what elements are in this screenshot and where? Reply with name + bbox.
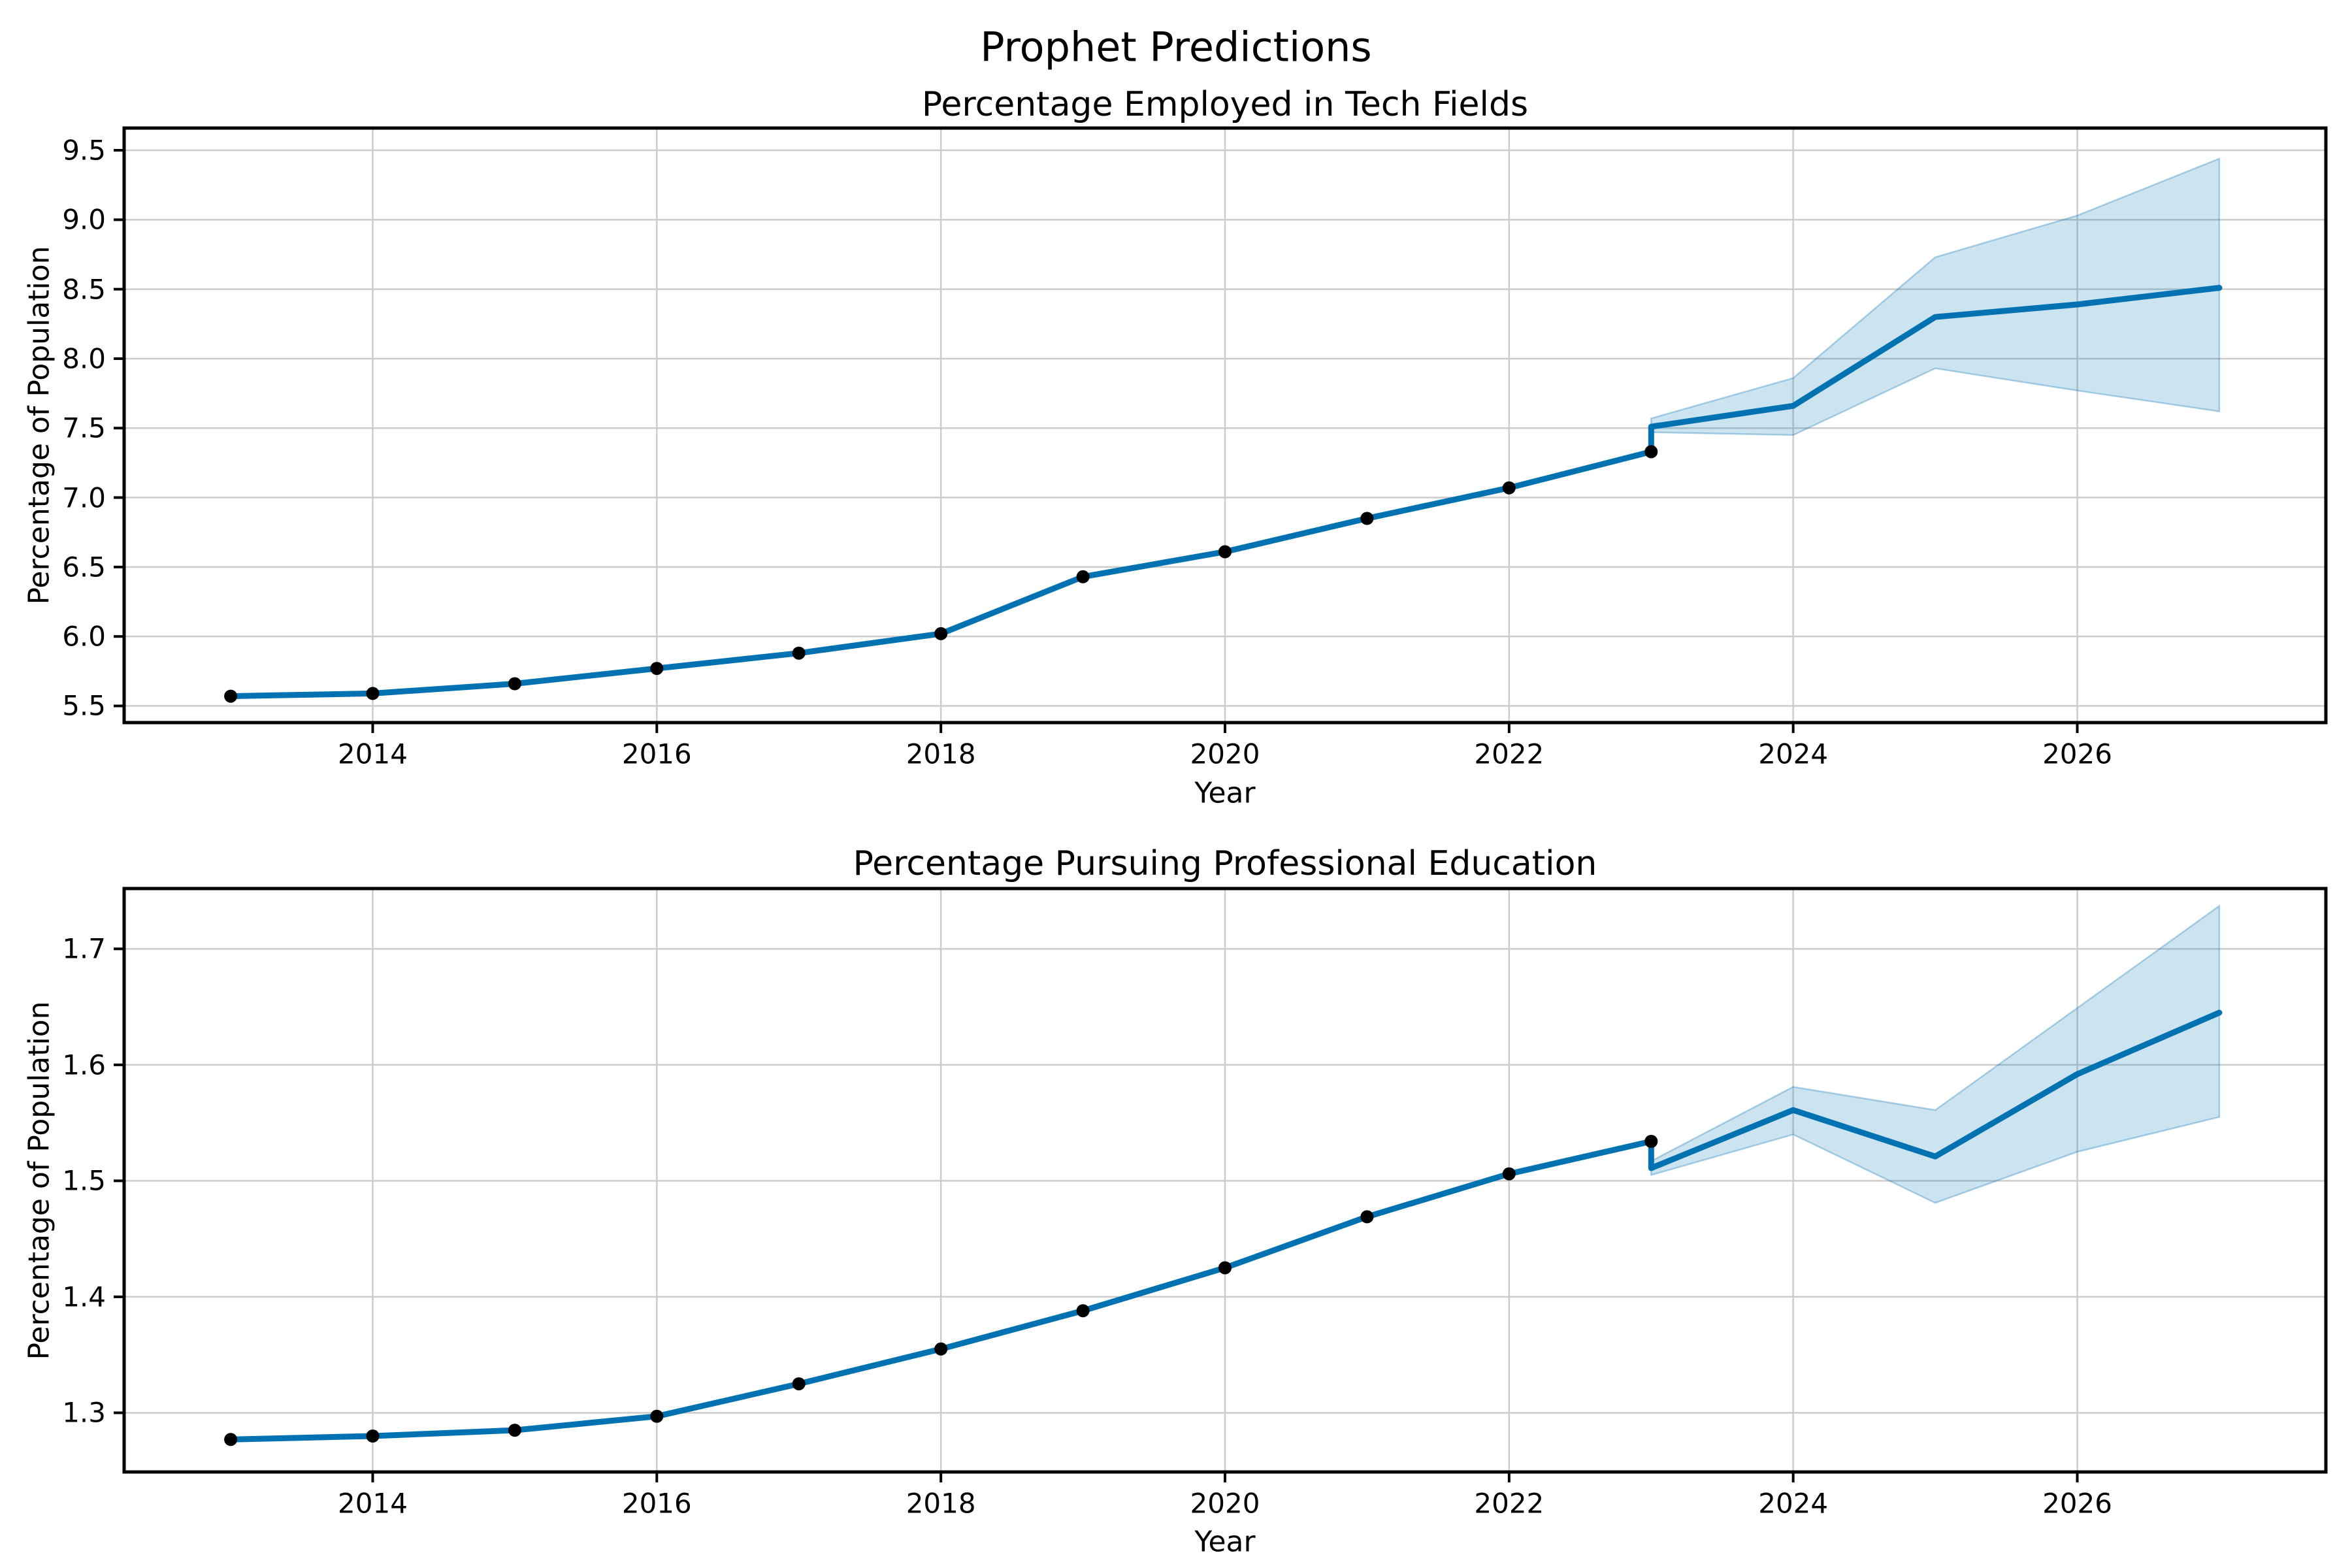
y-tick-label: 9.0	[62, 203, 106, 236]
subplot-2-x-axis-label: Year	[1194, 1525, 1256, 1559]
observed-point	[1218, 1261, 1232, 1275]
y-tick-label: 9.5	[62, 134, 106, 167]
forecast-uncertainty-band	[1650, 904, 2221, 1204]
x-tick-label: 2018	[906, 1487, 976, 1520]
observed-point	[1644, 1135, 1658, 1148]
observed-point	[1502, 1167, 1516, 1181]
observed-point	[224, 689, 238, 703]
subplot-2-y-axis-label: Percentage of Population	[22, 1001, 56, 1360]
y-tick-label: 1.7	[62, 932, 106, 965]
observed-point	[366, 687, 380, 700]
observed-point	[1360, 512, 1374, 525]
y-tick-label: 8.0	[62, 342, 106, 375]
observed-point	[508, 1424, 521, 1437]
x-tick-label: 2016	[621, 1487, 692, 1520]
observed-point	[366, 1429, 380, 1443]
forecast-line	[227, 1009, 2223, 1443]
x-tick-label: 2026	[2042, 738, 2112, 770]
observed-point	[508, 677, 521, 691]
observed-point	[934, 627, 948, 640]
observed-point	[792, 646, 806, 660]
observed-point	[1502, 481, 1516, 495]
subplot-1-x-axis-label: Year	[1194, 776, 1256, 810]
subplot-2	[114, 887, 2328, 1482]
x-tick-label: 2014	[338, 1487, 408, 1520]
y-tick-label: 7.5	[62, 412, 106, 444]
x-tick-label: 2020	[1190, 738, 1260, 770]
y-tick-label: 5.5	[62, 689, 106, 722]
observed-point	[934, 1342, 948, 1356]
observed-point	[1076, 570, 1090, 583]
forecast-line	[227, 285, 2223, 700]
figure-suptitle: Prophet Predictions	[980, 23, 1372, 71]
observed-point	[650, 1409, 664, 1423]
observed-point	[792, 1377, 806, 1391]
forecast-uncertainty-band	[1650, 157, 2221, 436]
y-tick-label: 7.0	[62, 482, 106, 514]
x-tick-label: 2024	[1758, 1487, 1829, 1520]
observed-point	[1076, 1304, 1090, 1318]
observed-point	[1218, 545, 1232, 559]
subplot-2-title: Percentage Pursuing Professional Educati…	[853, 844, 1597, 883]
y-tick-label: 1.6	[62, 1049, 106, 1081]
y-tick-label: 1.5	[62, 1164, 106, 1197]
x-tick-label: 2018	[906, 738, 976, 770]
observed-point	[1360, 1210, 1374, 1224]
x-tick-label: 2016	[621, 738, 692, 770]
x-tick-label: 2022	[1474, 1487, 1544, 1520]
subplot-1-y-axis-label: Percentage of Population	[22, 246, 56, 605]
y-tick-label: 6.0	[62, 620, 106, 653]
observed-point	[224, 1433, 238, 1446]
subplot-1	[114, 126, 2328, 733]
y-tick-label: 8.5	[62, 273, 106, 306]
x-tick-label: 2026	[2042, 1487, 2112, 1520]
observed-point	[1644, 445, 1658, 459]
x-tick-label: 2020	[1190, 1487, 1260, 1520]
observed-point	[650, 662, 664, 676]
y-tick-label: 1.3	[62, 1396, 106, 1429]
y-tick-label: 6.5	[62, 551, 106, 583]
subplot-1-title: Percentage Employed in Tech Fields	[921, 85, 1529, 124]
x-tick-label: 2014	[338, 738, 408, 770]
y-tick-label: 1.4	[62, 1281, 106, 1313]
x-tick-label: 2022	[1474, 738, 1544, 770]
x-tick-label: 2024	[1758, 738, 1829, 770]
